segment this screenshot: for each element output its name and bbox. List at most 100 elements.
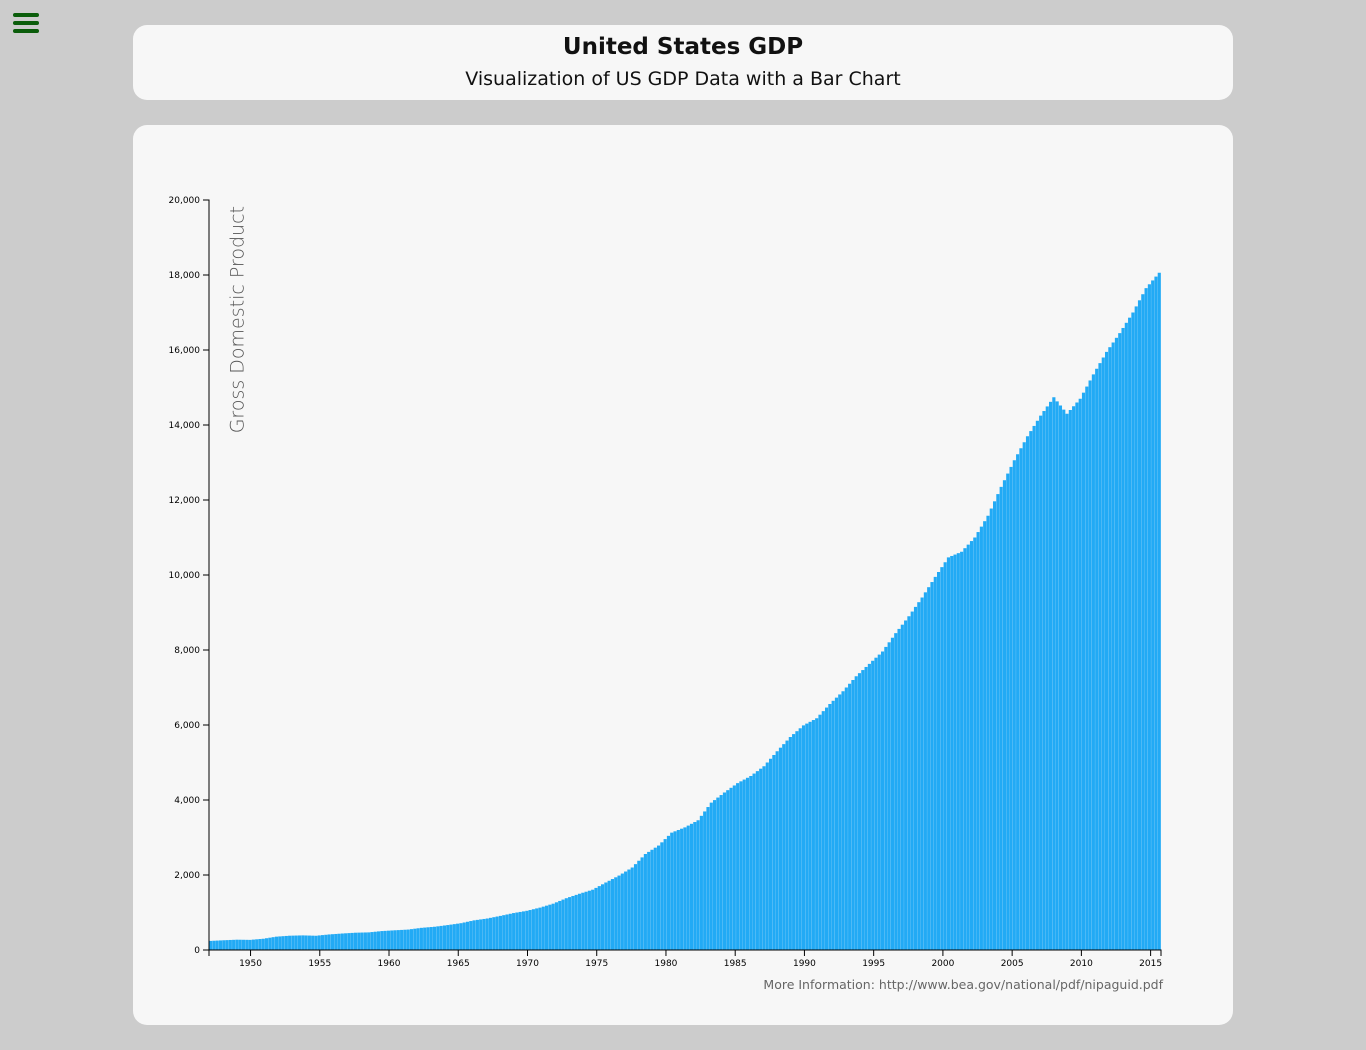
gdp-bar[interactable] [307,935,311,950]
gdp-bar[interactable] [900,624,904,950]
gdp-bar[interactable] [363,932,367,950]
gdp-bar[interactable] [413,928,417,950]
gdp-bar[interactable] [917,602,921,950]
gdp-bar[interactable] [1078,398,1082,950]
gdp-bar[interactable] [521,911,526,951]
gdp-bar[interactable] [670,832,674,951]
gdp-bar[interactable] [1098,363,1102,951]
gdp-bar[interactable] [792,734,796,950]
gdp-bar[interactable] [927,587,931,950]
gdp-bar[interactable] [1134,306,1138,950]
gdp-bar[interactable] [1075,402,1079,951]
gdp-bar[interactable] [278,936,282,950]
gdp-bar[interactable] [353,932,358,950]
gdp-bar[interactable] [1029,431,1033,951]
gdp-bar[interactable] [340,933,344,951]
gdp-bar[interactable] [857,673,862,950]
gdp-bar[interactable] [637,860,641,950]
gdp-bar[interactable] [597,886,601,950]
gdp-bar[interactable] [844,687,848,951]
gdp-bar[interactable] [551,903,555,950]
gdp-bar[interactable] [1111,342,1115,951]
gdp-bar[interactable] [818,714,822,950]
gdp-bar[interactable] [1045,406,1049,950]
gdp-bar[interactable] [894,633,898,951]
gdp-bar[interactable] [960,551,964,950]
gdp-bar[interactable] [874,657,878,950]
gdp-bar[interactable] [1085,386,1089,950]
gdp-bar[interactable] [554,902,559,950]
gdp-bar[interactable] [574,894,578,950]
gdp-bar[interactable] [245,939,249,950]
gdp-bar[interactable] [930,582,934,950]
gdp-bar[interactable] [940,567,944,950]
gdp-bar[interactable] [956,553,960,950]
gdp-bar[interactable] [946,557,951,951]
gdp-bar[interactable] [739,781,743,950]
gdp-bar[interactable] [449,924,453,950]
gdp-bar[interactable] [976,532,980,950]
gdp-bar[interactable] [1035,420,1039,950]
gdp-bar[interactable] [301,935,305,951]
gdp-bar[interactable] [864,666,868,950]
gdp-bar[interactable] [769,758,773,950]
gdp-bar[interactable] [745,777,750,950]
gdp-bar[interactable] [999,486,1003,950]
gdp-bar[interactable] [390,930,394,950]
gdp-bar[interactable] [498,915,503,951]
gdp-bar[interactable] [1072,406,1076,950]
gdp-bar[interactable] [854,676,858,950]
gdp-bar[interactable] [396,930,400,950]
gdp-bar[interactable] [890,637,895,950]
gdp-bar[interactable] [1025,436,1030,950]
gdp-bar[interactable] [423,927,427,950]
source-note[interactable]: More Information: http://www.bea.gov/nat… [763,977,1163,992]
gdp-bar[interactable] [1006,473,1010,950]
gdp-bar[interactable] [910,611,914,950]
gdp-bar[interactable] [1088,380,1092,951]
gdp-bar[interactable] [294,935,298,950]
gdp-bar[interactable] [801,725,806,951]
gdp-bar[interactable] [742,779,746,950]
gdp-bar[interactable] [416,928,420,950]
gdp-bar[interactable] [360,932,364,950]
gdp-bar[interactable] [321,935,325,950]
gdp-bar[interactable] [548,904,552,950]
gdp-bar[interactable] [772,755,776,950]
gdp-bar[interactable] [591,889,595,950]
gdp-bar[interactable] [327,934,331,950]
gdp-bar[interactable] [1137,300,1142,950]
gdp-bar[interactable] [699,815,703,950]
gdp-bar[interactable] [795,731,799,950]
gdp-bar[interactable] [1144,288,1148,951]
gdp-bar[interactable] [1108,347,1112,950]
gdp-bar[interactable] [841,691,845,950]
gdp-bar[interactable] [465,921,470,950]
gdp-bar[interactable] [571,895,575,950]
gdp-bar[interactable] [1157,272,1161,950]
gdp-bar[interactable] [607,880,611,950]
gdp-bar[interactable] [433,926,437,950]
gdp-bar[interactable] [518,911,522,950]
gdp-bar[interactable] [788,737,792,950]
gdp-bar[interactable] [235,939,239,950]
gdp-bar[interactable] [406,929,410,950]
gdp-bar[interactable] [426,927,430,950]
gdp-bar[interactable] [1058,405,1063,951]
gdp-bar[interactable] [508,913,512,950]
gdp-bar[interactable] [736,783,740,951]
gdp-bar[interactable] [215,940,219,950]
gdp-bar[interactable] [1147,284,1151,950]
gdp-bar[interactable] [545,905,549,950]
gdp-bar[interactable] [218,940,223,950]
gdp-bar[interactable] [867,663,871,951]
gdp-bar[interactable] [973,537,977,951]
gdp-bar[interactable] [703,811,707,950]
gdp-bar[interactable] [749,776,753,950]
gdp-bar[interactable] [472,920,476,950]
gdp-bar[interactable] [1151,280,1155,950]
gdp-bar[interactable] [304,935,308,950]
gdp-bar[interactable] [485,918,489,951]
gdp-bar[interactable] [1022,442,1026,950]
gdp-bar[interactable] [512,913,516,950]
